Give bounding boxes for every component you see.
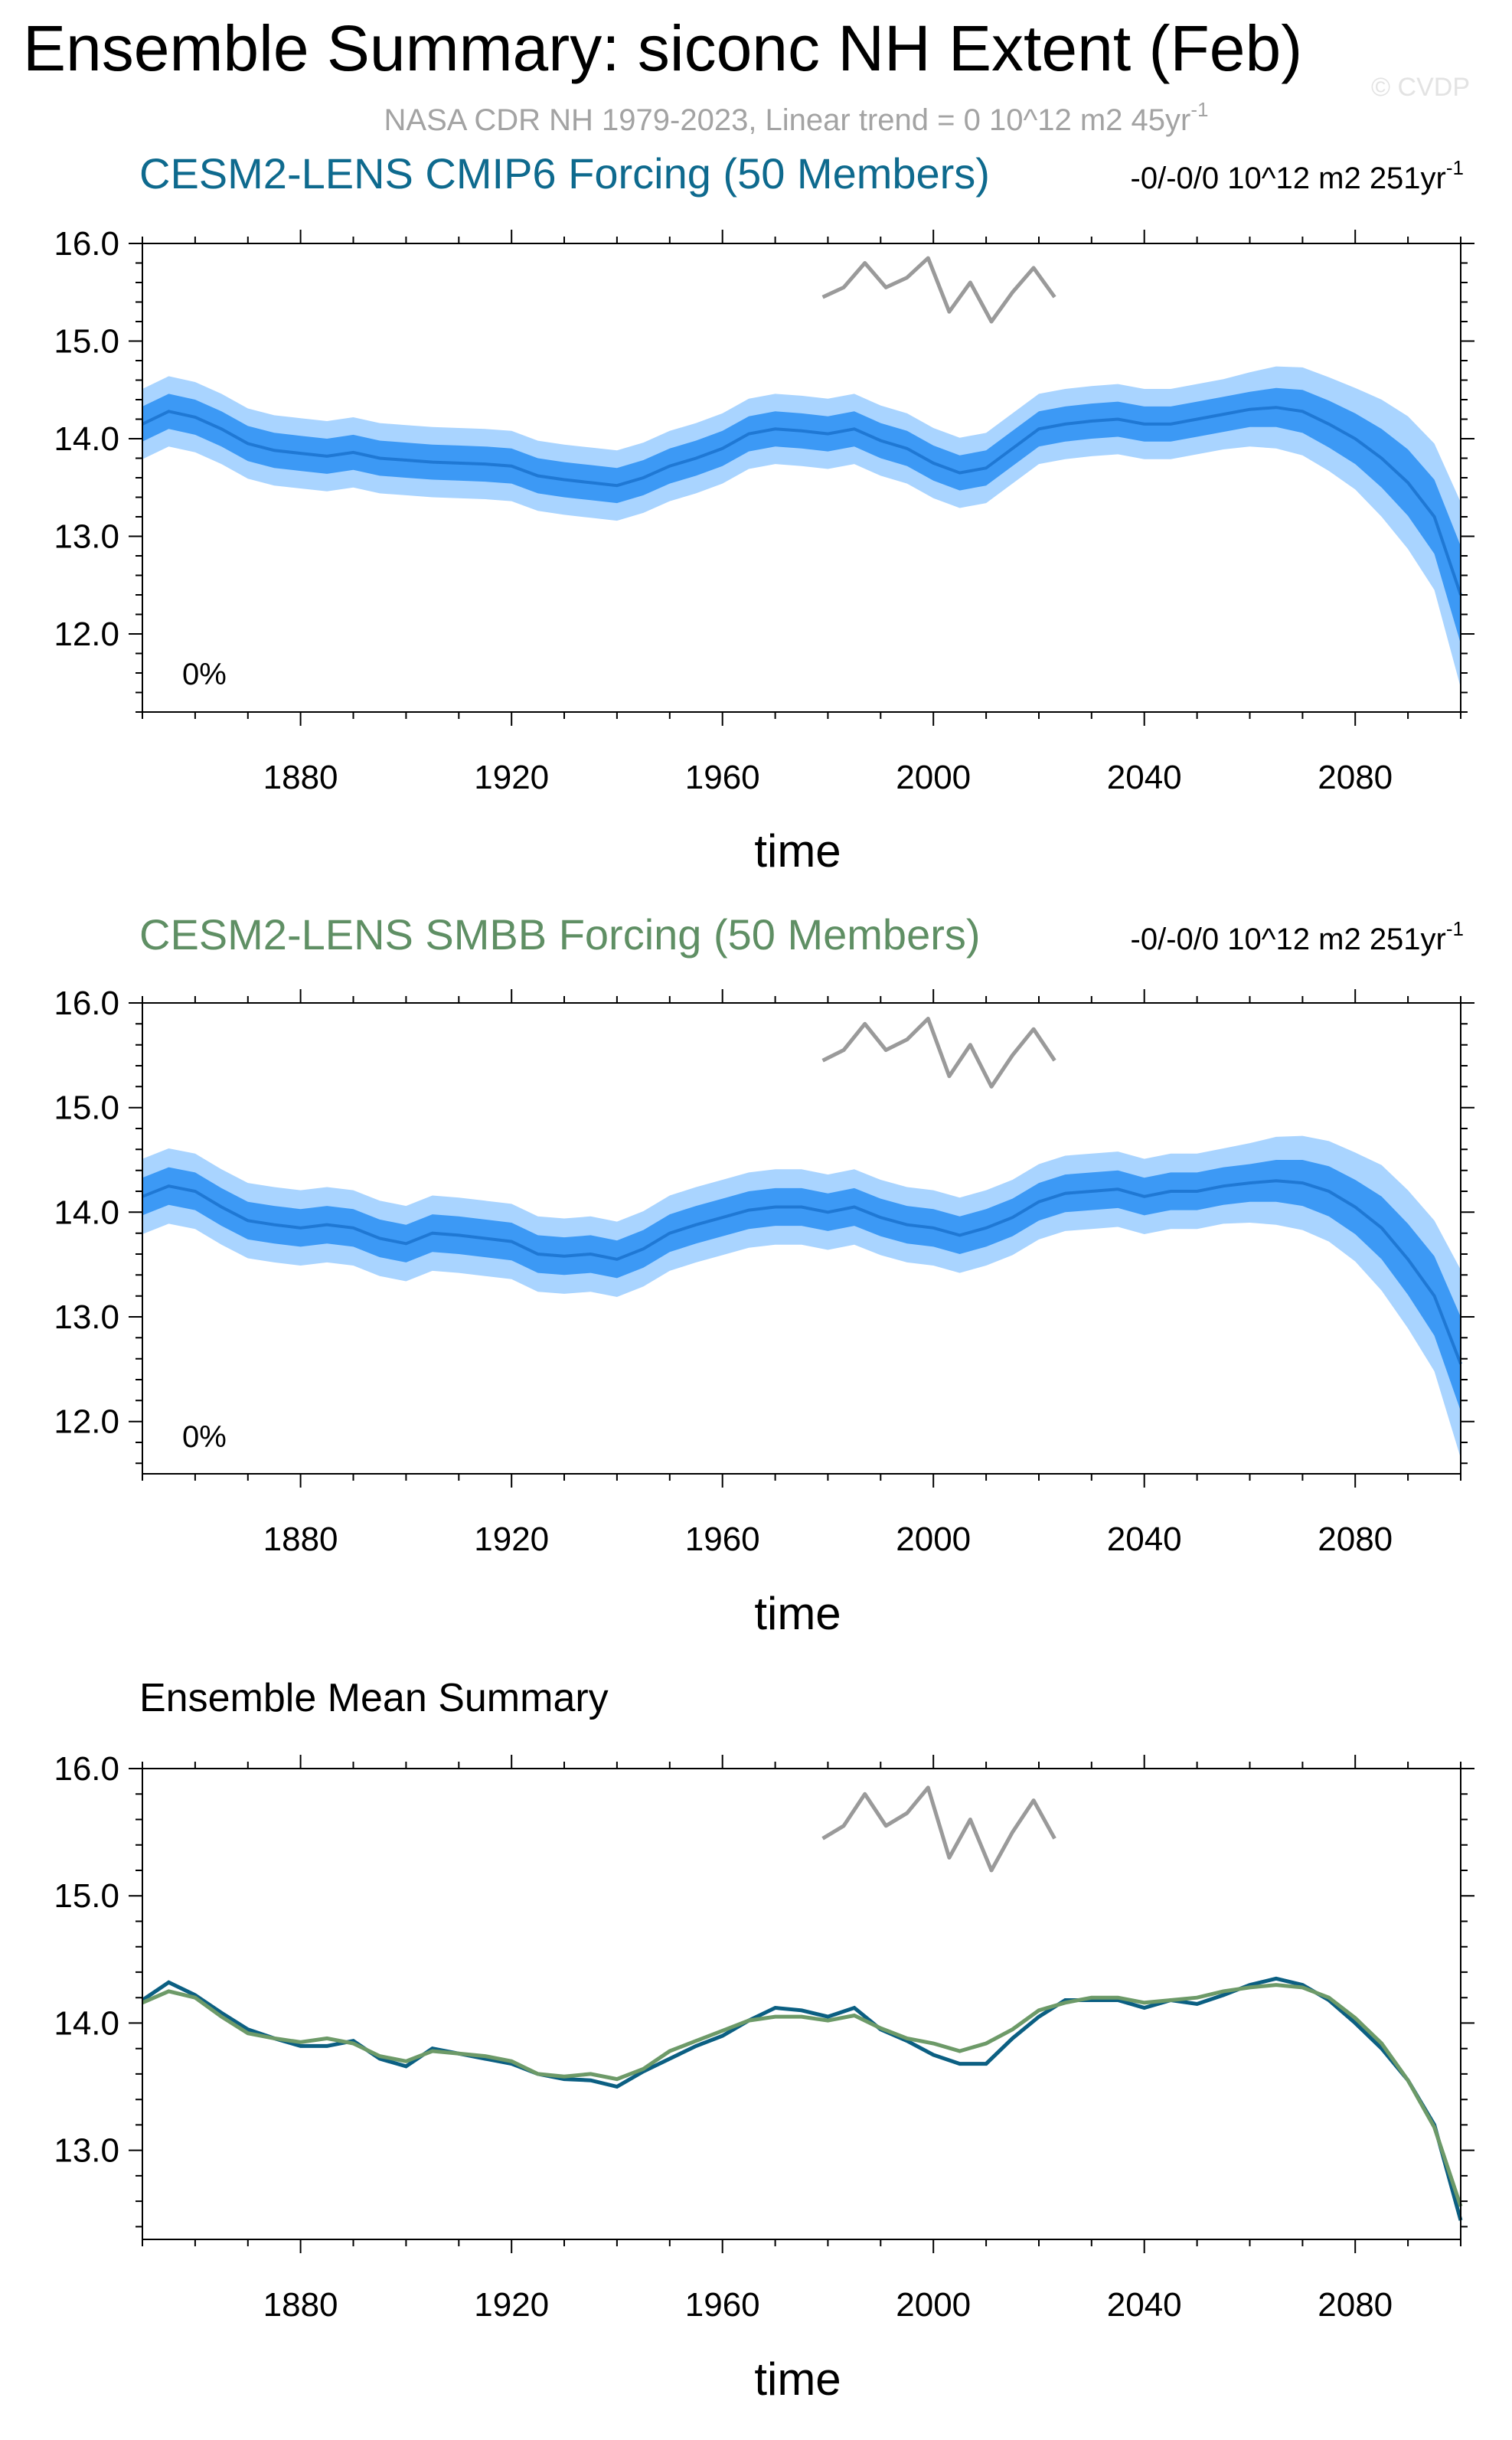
frame-rect bbox=[142, 1768, 1461, 2240]
frame-rect bbox=[142, 1002, 1461, 1475]
inner-band-area bbox=[142, 1160, 1461, 1411]
x-axis-label: time bbox=[754, 825, 841, 877]
y-tick-labels: 16.0 15.0 14.0 13.0 12.0 bbox=[54, 225, 119, 653]
y-tick-label: 12.0 bbox=[54, 616, 119, 653]
y-tick-label: 16.0 bbox=[54, 1750, 119, 1788]
subtitle-text: NASA CDR NH 1979-2023, Linear trend = 0 … bbox=[384, 103, 1191, 137]
x-tick-label: 2040 bbox=[1107, 759, 1182, 796]
x-tick-label: 2040 bbox=[1107, 1521, 1182, 1558]
y-tick-label: 16.0 bbox=[54, 985, 119, 1022]
observations-line bbox=[821, 256, 1056, 324]
x-tick-label: 1960 bbox=[685, 1521, 760, 1558]
panel-cmip6-annotation: 0% bbox=[182, 658, 227, 691]
x-axis-label: time bbox=[754, 1588, 841, 1639]
y-tick-label: 14.0 bbox=[54, 2004, 119, 2042]
trend-exponent: -1 bbox=[1446, 917, 1464, 940]
x-tick-labels: 1880 1920 1960 2000 2040 2080 bbox=[263, 759, 1393, 796]
x-tick-label: 2000 bbox=[896, 759, 971, 796]
ensemble-mean-line bbox=[142, 1179, 1462, 1365]
x-tick-label: 1880 bbox=[263, 1521, 338, 1558]
x-tick-label: 1960 bbox=[685, 759, 760, 796]
y-tick-label: 14.0 bbox=[54, 1194, 119, 1231]
panel-smbb-annotation: 0% bbox=[182, 1420, 227, 1454]
x-tick-label: 1920 bbox=[474, 2286, 549, 2324]
mean-line-path bbox=[142, 406, 1462, 596]
panel-smbb-trend: -0/-0/0 10^12 m2 251yr-1 bbox=[1131, 917, 1464, 956]
x-tick-label: 2000 bbox=[896, 1521, 971, 1558]
x-tick-label: 1960 bbox=[685, 2286, 760, 2324]
x-tick-label: 1880 bbox=[263, 759, 338, 796]
figure-subtitle: NASA CDR NH 1979-2023, Linear trend = 0 … bbox=[384, 98, 1209, 137]
y-tick-label: 13.0 bbox=[54, 518, 119, 556]
y-tick-label: 15.0 bbox=[54, 1089, 119, 1127]
ensemble-interquartile-band bbox=[142, 387, 1461, 644]
tick-marks bbox=[129, 989, 1474, 1488]
y-tick-label: 16.0 bbox=[54, 225, 119, 263]
x-axis-label: time bbox=[754, 2353, 841, 2405]
observations-line bbox=[821, 1017, 1056, 1089]
ensemble-mean-line bbox=[142, 406, 1462, 596]
mean-smbb-line bbox=[142, 1983, 1463, 2207]
tick-marks bbox=[129, 1755, 1474, 2253]
observations-path bbox=[821, 1785, 1056, 1873]
y-tick-label: 13.0 bbox=[54, 2132, 119, 2170]
ensemble-range-band bbox=[142, 1135, 1461, 1458]
figure-title: Ensemble Summary: siconc NH Extent (Feb) bbox=[23, 12, 1302, 84]
x-tick-label: 1920 bbox=[474, 759, 549, 796]
panel-smbb-title: CESM2-LENS SMBB Forcing (50 Members) bbox=[139, 910, 981, 959]
x-tick-label: 2000 bbox=[896, 2286, 971, 2324]
axis-ticks bbox=[129, 1755, 1474, 2253]
y-tick-label: 15.0 bbox=[54, 323, 119, 361]
subtitle-exponent: -1 bbox=[1190, 98, 1208, 121]
panel-cmip6-trend: -0/-0/0 10^12 m2 251yr-1 bbox=[1131, 156, 1464, 195]
axis-ticks bbox=[129, 230, 1474, 726]
tick-marks bbox=[129, 230, 1474, 726]
x-tick-labels: 1880 1920 1960 2000 2040 2080 bbox=[263, 2286, 1393, 2324]
panel-ensemble-mean-title: Ensemble Mean Summary bbox=[139, 1676, 609, 1720]
ensemble-interquartile-band bbox=[142, 1160, 1461, 1411]
watermark: © CVDP bbox=[1371, 73, 1470, 102]
panel-cmip6-title: CESM2-LENS CMIP6 Forcing (50 Members) bbox=[139, 149, 990, 198]
panel-cmip6: CESM2-LENS CMIP6 Forcing (50 Members) -0… bbox=[54, 149, 1474, 877]
trend-exponent: -1 bbox=[1446, 156, 1464, 179]
plot-frame bbox=[142, 1768, 1461, 2240]
mean-smbb-path bbox=[142, 1983, 1463, 2207]
trend-text: -0/-0/0 10^12 m2 251yr bbox=[1131, 923, 1446, 956]
y-tick-label: 13.0 bbox=[54, 1298, 119, 1336]
panel-smbb: CESM2-LENS SMBB Forcing (50 Members) -0/… bbox=[54, 910, 1474, 1639]
inner-band-area bbox=[142, 387, 1461, 644]
y-tick-label: 12.0 bbox=[54, 1403, 119, 1441]
observations-path bbox=[821, 1017, 1056, 1089]
x-tick-label: 1920 bbox=[474, 1521, 549, 1558]
y-tick-labels: 16.0 15.0 14.0 13.0 bbox=[54, 1750, 119, 2170]
x-tick-label: 2080 bbox=[1318, 2286, 1393, 2324]
y-tick-label: 15.0 bbox=[54, 1877, 119, 1915]
y-tick-labels: 16.0 15.0 14.0 13.0 12.0 bbox=[54, 985, 119, 1441]
mean-line-path bbox=[142, 1179, 1462, 1365]
x-tick-labels: 1880 1920 1960 2000 2040 2080 bbox=[263, 1521, 1393, 1558]
x-tick-label: 1880 bbox=[263, 2286, 338, 2324]
x-tick-label: 2080 bbox=[1318, 1521, 1393, 1558]
trend-text: -0/-0/0 10^12 m2 251yr bbox=[1131, 162, 1446, 195]
outer-band-area bbox=[142, 1135, 1461, 1458]
x-tick-label: 2040 bbox=[1107, 2286, 1182, 2324]
plot-frame bbox=[142, 1002, 1461, 1475]
x-tick-label: 2080 bbox=[1318, 759, 1393, 796]
axis-ticks bbox=[129, 989, 1474, 1488]
observations-path bbox=[821, 256, 1056, 324]
observations-line bbox=[821, 1785, 1056, 1873]
panel-ensemble-mean: Ensemble Mean Summary 16.0 15.0 14.0 13.0 1… bbox=[54, 1676, 1474, 2405]
y-tick-label: 14.0 bbox=[54, 420, 119, 458]
